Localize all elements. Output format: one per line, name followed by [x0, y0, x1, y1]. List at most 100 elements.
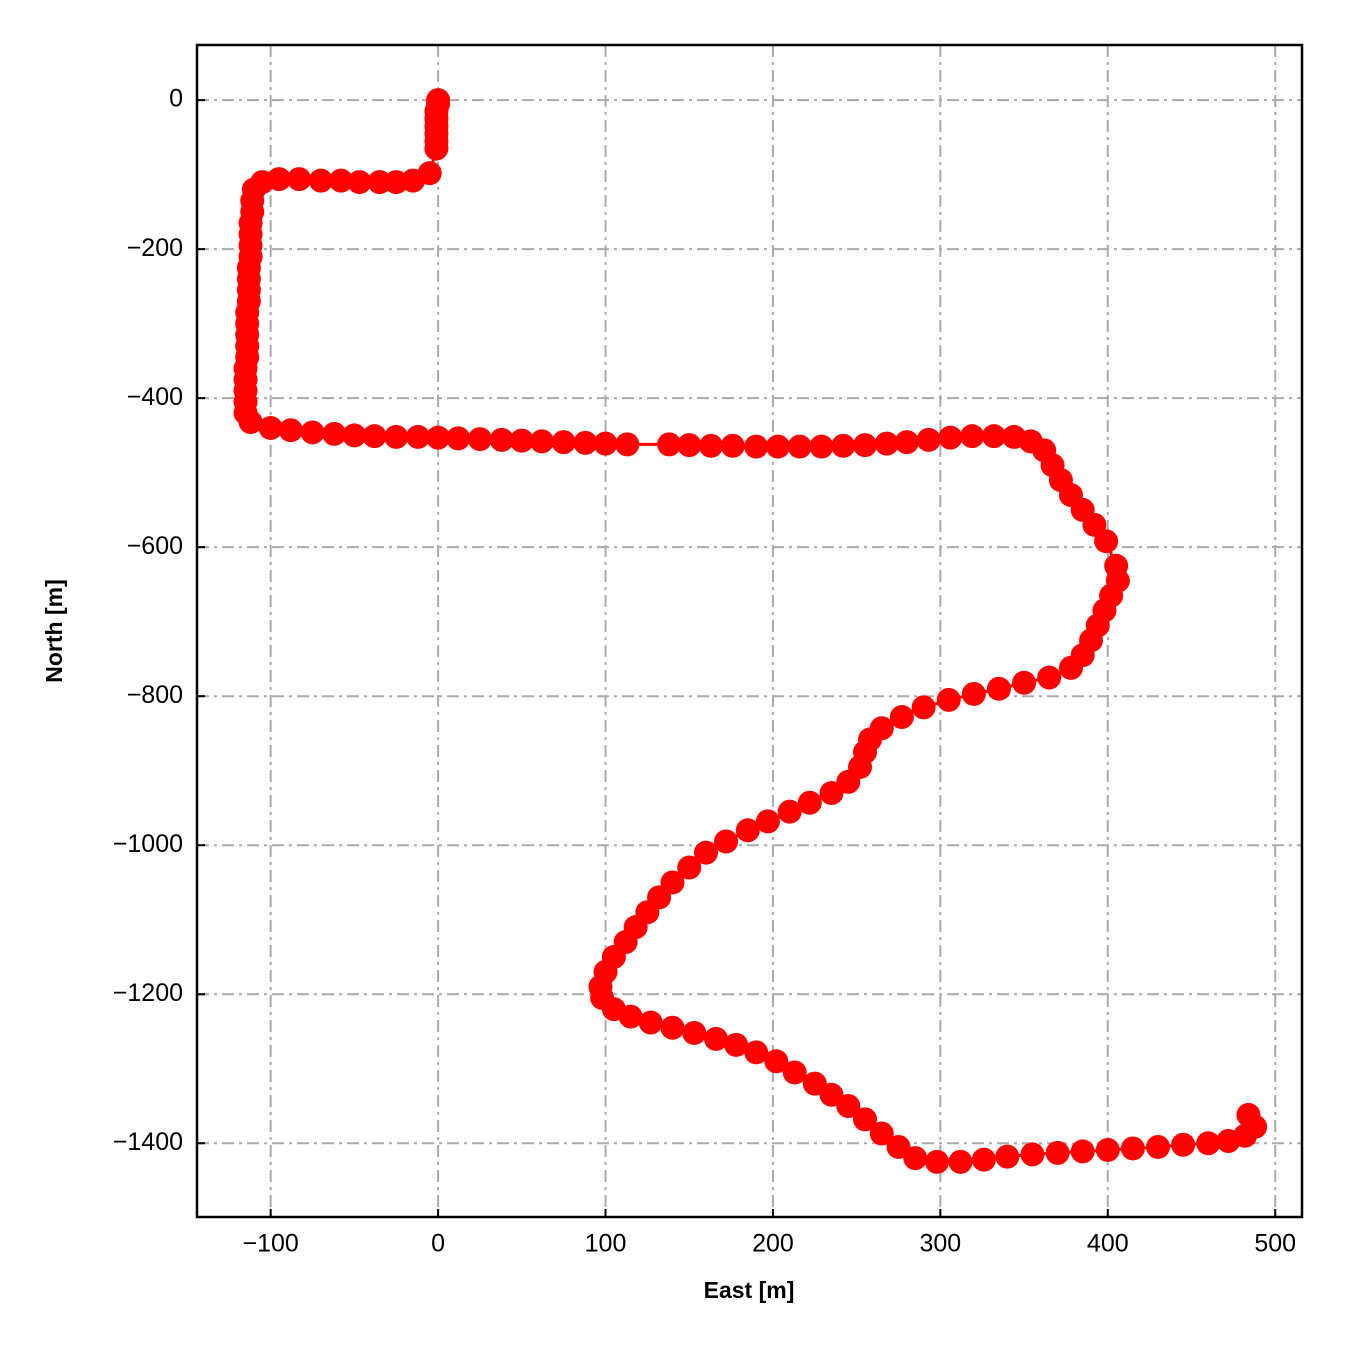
y-tick-label: −200 [127, 234, 183, 262]
marker [961, 681, 986, 706]
marker [677, 855, 702, 880]
marker [936, 687, 961, 712]
marker [278, 418, 303, 443]
marker [925, 1149, 950, 1174]
marker [509, 428, 534, 453]
marker [1146, 1134, 1171, 1159]
marker [238, 410, 263, 435]
marker [981, 424, 1006, 449]
marker [836, 1093, 861, 1118]
marker [853, 1107, 878, 1132]
marker [797, 790, 822, 815]
y-tick-label: −1200 [113, 979, 183, 1007]
marker [618, 1004, 643, 1029]
marker [1095, 1137, 1120, 1162]
marker [903, 1146, 928, 1171]
y-tick-label: −1000 [113, 830, 183, 858]
x-tick-label: 500 [1254, 1230, 1296, 1258]
marker [660, 1015, 685, 1040]
marker [874, 431, 899, 456]
x-tick-label: 300 [920, 1230, 962, 1258]
marker [916, 427, 941, 452]
marker [819, 781, 844, 806]
marker [362, 424, 387, 449]
marker [300, 420, 325, 445]
marker [1012, 670, 1037, 695]
x-tick-label: 200 [752, 1230, 794, 1258]
marker [322, 421, 347, 446]
marker [787, 434, 812, 459]
y-tick-label: −600 [127, 532, 183, 560]
marker [693, 840, 718, 865]
marker [704, 1026, 729, 1051]
marker [986, 676, 1011, 701]
y-tick-label: −1400 [113, 1128, 183, 1156]
marker [258, 415, 283, 440]
x-axis-label: East [m] [704, 1277, 795, 1303]
marker [869, 1121, 894, 1146]
marker [446, 426, 471, 451]
marker [347, 170, 372, 195]
marker [809, 434, 834, 459]
y-tick-label: 0 [169, 85, 183, 113]
x-tick-label: 0 [431, 1230, 445, 1258]
y-tick-label: −400 [127, 383, 183, 411]
marker [1037, 665, 1062, 690]
marker [551, 430, 576, 455]
marker [1120, 1136, 1145, 1161]
marker [1045, 1140, 1070, 1165]
marker [744, 434, 769, 459]
marker [889, 705, 914, 730]
marker [1196, 1131, 1221, 1156]
x-tick-label: 400 [1087, 1230, 1129, 1258]
marker [1236, 1102, 1261, 1127]
marker [724, 1032, 749, 1057]
marker [529, 429, 554, 454]
marker [342, 423, 367, 448]
marker [853, 433, 878, 458]
marker [714, 829, 739, 854]
marker [1020, 1142, 1045, 1167]
marker [682, 1020, 707, 1045]
marker [720, 433, 745, 458]
marker [764, 1049, 789, 1074]
marker [948, 1149, 973, 1174]
marker [911, 695, 936, 720]
marker [777, 799, 802, 824]
marker [1058, 655, 1083, 680]
marker [573, 430, 598, 455]
marker [615, 432, 640, 457]
marker [735, 818, 760, 843]
marker [894, 430, 919, 455]
marker [367, 170, 392, 195]
x-tick-label: −100 [243, 1230, 299, 1258]
marker [467, 427, 492, 452]
marker [638, 1010, 663, 1035]
marker [831, 433, 856, 458]
marker [308, 168, 333, 193]
marker [698, 433, 723, 458]
y-tick-label: −800 [127, 681, 183, 709]
marker [960, 424, 985, 449]
plot-frame [195, 43, 1304, 1219]
marker [406, 424, 430, 449]
marker [384, 170, 409, 195]
marker [765, 434, 790, 459]
marker [744, 1040, 769, 1065]
marker [328, 168, 353, 193]
y-axis-label: North [m] [41, 579, 67, 682]
marker [995, 1144, 1020, 1169]
marker [755, 809, 780, 834]
marker [782, 1060, 807, 1085]
marker [657, 432, 682, 457]
marker [384, 424, 409, 449]
marker [938, 425, 963, 450]
marker [426, 425, 451, 450]
marker [593, 431, 618, 456]
marker [489, 427, 514, 452]
marker [971, 1147, 996, 1172]
marker [677, 433, 702, 458]
x-tick-label: 100 [585, 1230, 627, 1258]
